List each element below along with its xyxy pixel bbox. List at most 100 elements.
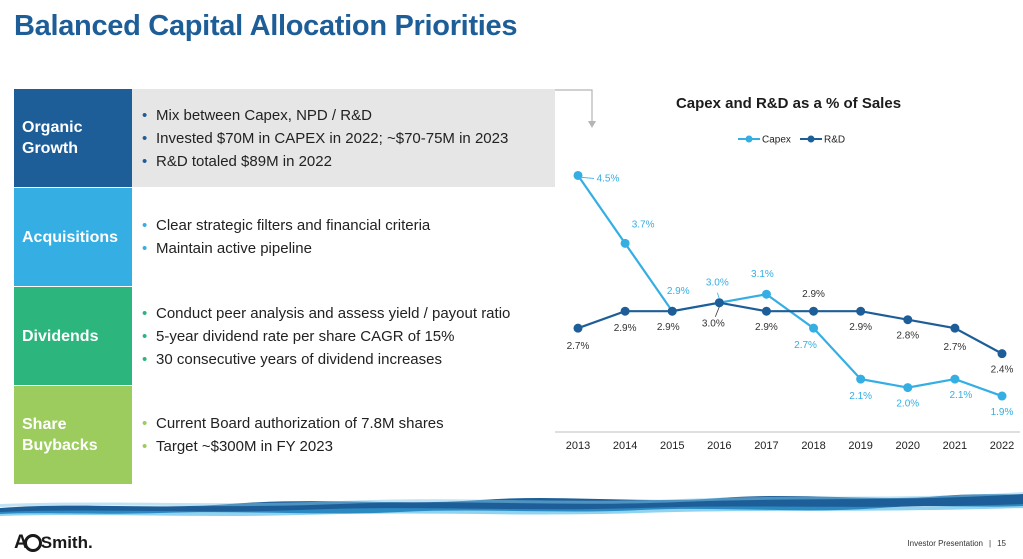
logo-smith: Smith.	[40, 533, 93, 552]
legend-marker-capex	[745, 135, 753, 143]
x-tick-label: 2019	[848, 440, 872, 452]
bullet-text: Maintain active pipeline	[156, 240, 312, 257]
data-point-capex	[997, 391, 1007, 401]
row-content: • Current Board authorization of 7.8M sha…	[132, 386, 555, 484]
data-label-rd: 2.9%	[802, 289, 825, 300]
data-label-capex: 3.7%	[632, 219, 655, 230]
bullet-item: • Clear strategic filters and financial c…	[142, 214, 555, 237]
x-tick-label: 2021	[943, 440, 967, 452]
legend-marker-rd	[807, 135, 815, 143]
bullet-item: • R&D totaled $89M in 2022	[142, 150, 555, 173]
data-point-capex	[809, 323, 819, 333]
row-content: • Clear strategic filters and financial c…	[132, 188, 555, 286]
data-point-rd	[950, 323, 960, 333]
bullet-list: • Current Board authorization of 7.8M sha…	[132, 412, 555, 458]
data-label-capex: 1.9%	[991, 407, 1014, 418]
bullet-item: • Target ~$300M in FY 2023	[142, 435, 555, 458]
data-label-capex: 2.0%	[896, 399, 919, 410]
data-point-capex	[620, 238, 630, 248]
data-point-rd	[573, 323, 583, 333]
logo-ao: A	[14, 532, 28, 553]
data-label-capex: 3.0%	[706, 278, 729, 289]
water-wave-decoration	[0, 492, 1023, 516]
bullet-dot-icon: •	[142, 327, 148, 345]
row-label: Acquisitions	[14, 188, 132, 286]
footer: Investor Presentation | 15	[907, 539, 1006, 548]
bullet-dot-icon: •	[142, 438, 148, 455]
data-point-capex	[856, 374, 866, 384]
data-label-capex: 2.7%	[794, 340, 817, 351]
bullet-item: • Maintain active pipeline	[142, 237, 555, 260]
bullet-dot-icon: •	[142, 129, 148, 147]
bullet-dot-icon: •	[142, 217, 148, 234]
page-title: Balanced Capital Allocation Priorities	[14, 10, 518, 42]
bullet-text: R&D totaled $89M in 2022	[156, 152, 332, 170]
legend-label: R&D	[824, 135, 845, 146]
row-label: Share Buybacks	[14, 386, 132, 484]
data-point-rd	[856, 306, 866, 316]
company-logo: A Smith.	[14, 532, 93, 554]
leader-line	[581, 177, 595, 179]
row-label: Dividends	[14, 287, 132, 385]
bullet-item: • Invested $70M in CAPEX in 2022; ~$70-75…	[142, 127, 555, 150]
row-content: • Mix between Capex, NPD / R&D • Invested …	[132, 89, 555, 187]
legend-label: Capex	[762, 135, 791, 146]
x-tick-label: 2017	[754, 440, 778, 452]
data-label-rd: 2.9%	[849, 322, 872, 333]
x-tick-label: 2015	[660, 440, 684, 452]
data-point-rd	[809, 306, 819, 316]
bullet-list: • Mix between Capex, NPD / R&D • Invested …	[132, 104, 555, 173]
row-acquisitions: Acquisitions • Clear strategic filters an…	[14, 188, 555, 286]
bullet-text: Mix between Capex, NPD / R&D	[156, 106, 372, 124]
allocation-table: Organic Growth • Mix between Capex, NPD /…	[14, 89, 555, 484]
bullet-text: Current Board authorization of 7.8M shar…	[156, 415, 444, 432]
data-label-capex: 2.1%	[849, 391, 872, 402]
x-tick-label: 2013	[566, 440, 590, 452]
leader-line	[716, 292, 720, 299]
bullet-item: • 30 consecutive years of dividend increa…	[142, 348, 555, 371]
data-point-rd	[620, 306, 630, 316]
data-label-rd: 3.0%	[702, 319, 725, 330]
data-label-capex: 4.5%	[597, 173, 620, 184]
row-content: • Conduct peer analysis and assess yield …	[132, 287, 555, 385]
bullet-text: Target ~$300M in FY 2023	[156, 438, 333, 455]
footer-separator: |	[989, 539, 992, 548]
data-point-rd	[714, 298, 724, 308]
data-label-capex: 2.9%	[667, 286, 690, 297]
data-label-rd: 2.7%	[943, 342, 966, 353]
bullet-dot-icon: •	[142, 106, 148, 124]
x-tick-label: 2022	[990, 440, 1014, 452]
logo-o-circle-icon	[23, 534, 42, 552]
bullet-text: 5-year dividend rate per share CAGR of 1…	[156, 327, 455, 345]
data-label-rd: 2.9%	[657, 322, 680, 333]
data-point-capex	[903, 383, 913, 393]
x-tick-label: 2016	[707, 440, 731, 452]
x-tick-label: 2018	[801, 440, 825, 452]
bullet-dot-icon: •	[142, 240, 148, 257]
bullet-item: • Mix between Capex, NPD / R&D	[142, 104, 555, 127]
series-line-rd	[577, 301, 1003, 355]
leader-line	[714, 306, 720, 317]
footer-label: Investor Presentation	[907, 539, 984, 548]
bullet-dot-icon: •	[142, 152, 148, 170]
data-point-capex	[761, 289, 771, 299]
x-tick-label: 2020	[896, 440, 920, 452]
bullet-item: • Current Board authorization of 7.8M sha…	[142, 412, 555, 435]
row-dividends: Dividends • Conduct peer analysis and ass…	[14, 287, 555, 385]
data-point-rd	[667, 306, 677, 316]
row-label: Organic Growth	[14, 89, 132, 187]
bullet-list: • Conduct peer analysis and assess yield …	[132, 302, 555, 371]
bullet-text: 30 consecutive years of dividend increas…	[156, 350, 442, 368]
data-label-rd: 2.7%	[567, 341, 590, 352]
x-tick-label: 2014	[613, 440, 637, 452]
page-number: 15	[997, 539, 1006, 548]
data-label-rd: 2.4%	[991, 365, 1014, 376]
data-point-capex	[950, 374, 960, 384]
row-organic-growth: Organic Growth • Mix between Capex, NPD /…	[14, 89, 555, 187]
connector-arrow-icon	[555, 89, 596, 128]
data-point-rd	[761, 306, 771, 316]
row-share-buybacks: Share Buybacks • Current Board authorizat…	[14, 386, 555, 484]
bullet-item: • Conduct peer analysis and assess yield …	[142, 302, 555, 325]
bullet-text: Invested $70M in CAPEX in 2022; ~$70-75M…	[156, 129, 509, 147]
data-label-capex: 3.1%	[751, 269, 774, 280]
